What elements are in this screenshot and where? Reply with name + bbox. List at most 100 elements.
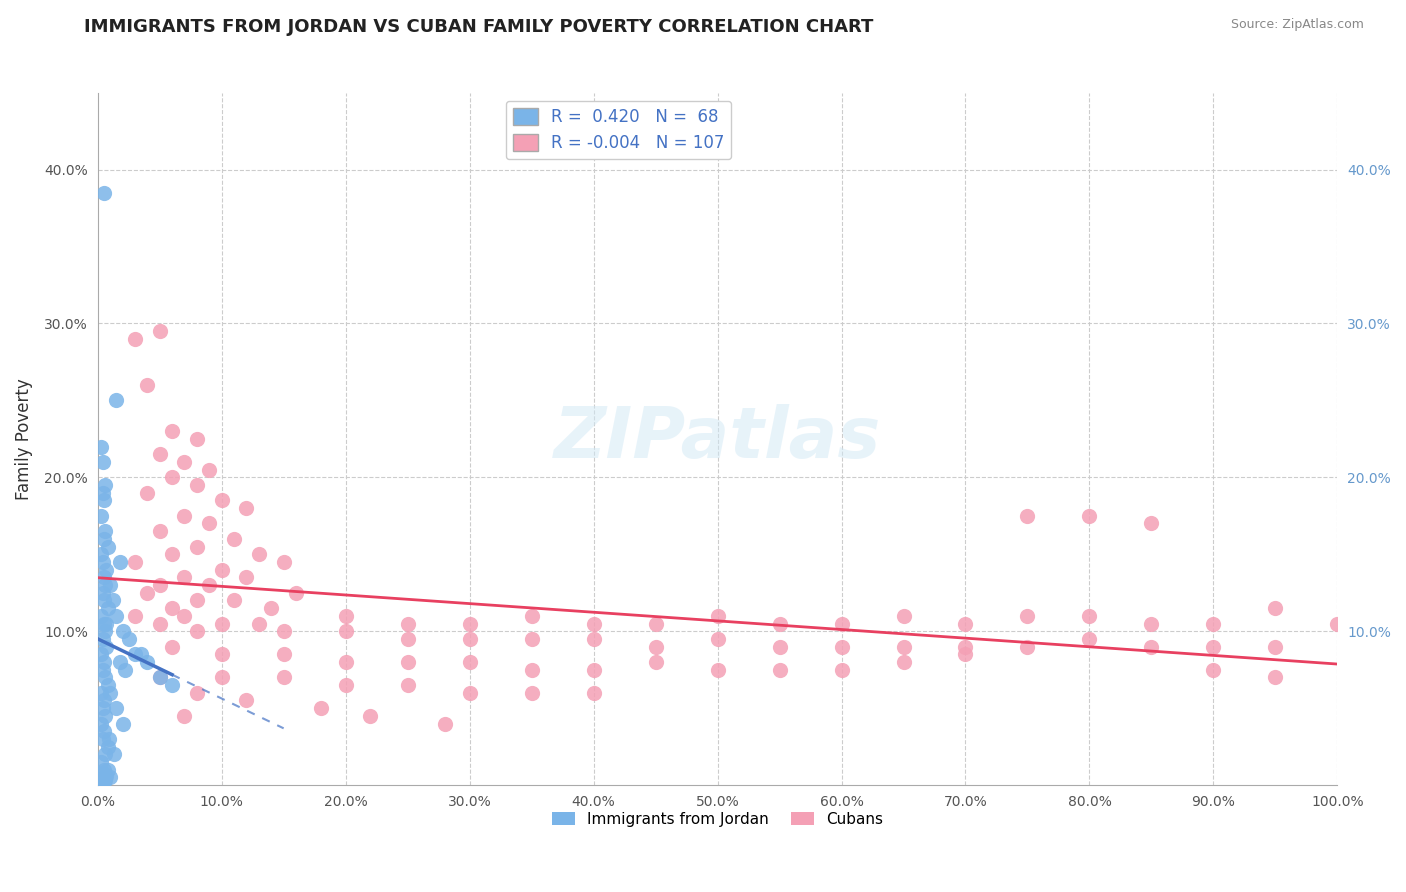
Point (211, 493, 233, 508)
Point (458, 655, 481, 669)
Point (93, 570, 115, 584)
Point (955, 640, 977, 654)
Text: ZIPatlas: ZIPatlas (554, 404, 882, 474)
Point (90, 608, 112, 623)
Point (149, 447, 172, 461)
Point (105, 701, 128, 715)
Point (96, 563, 118, 577)
Point (91, 775, 114, 789)
Point (706, 632, 728, 646)
Point (91, 632, 114, 646)
Point (186, 478, 208, 492)
Point (186, 540, 208, 554)
Point (309, 701, 332, 715)
Point (108, 655, 131, 669)
Point (458, 686, 481, 700)
Point (93, 616, 115, 631)
Point (893, 640, 915, 654)
Point (186, 624, 208, 639)
Point (96, 616, 118, 631)
Point (93, 593, 115, 607)
Point (91, 585, 114, 599)
Point (93, 493, 115, 508)
Point (93, 724, 115, 739)
Point (93, 763, 115, 777)
Point (160, 601, 183, 615)
Point (335, 655, 357, 669)
Point (1326, 616, 1348, 631)
Point (706, 608, 728, 623)
Point (1202, 640, 1225, 654)
Point (235, 693, 257, 707)
Point (94, 747, 117, 762)
Point (91, 455, 114, 469)
Point (149, 324, 172, 338)
Point (103, 747, 125, 762)
Point (222, 532, 245, 546)
Point (1078, 608, 1101, 623)
Point (396, 632, 419, 646)
Point (136, 655, 159, 669)
Point (458, 632, 481, 646)
Point (520, 608, 543, 623)
Point (211, 616, 233, 631)
Point (97, 739, 120, 754)
Point (1264, 601, 1286, 615)
Point (335, 608, 357, 623)
Point (1078, 632, 1101, 646)
Point (90, 755, 112, 769)
Point (273, 624, 295, 639)
Point (955, 616, 977, 631)
Point (101, 593, 124, 607)
Point (359, 709, 381, 723)
Point (285, 585, 308, 599)
Point (93, 532, 115, 546)
Point (111, 624, 134, 639)
Point (94, 670, 117, 684)
Point (1264, 640, 1286, 654)
Point (149, 616, 172, 631)
Point (893, 608, 915, 623)
Point (831, 663, 853, 677)
Point (90, 547, 112, 561)
Point (96, 769, 118, 783)
Point (93, 693, 115, 707)
Point (1017, 640, 1039, 654)
Point (211, 563, 233, 577)
Point (114, 663, 136, 677)
Point (644, 616, 666, 631)
Point (582, 686, 605, 700)
Point (1140, 516, 1163, 531)
Point (173, 455, 195, 469)
Point (94, 709, 117, 723)
Point (136, 585, 159, 599)
Point (335, 678, 357, 692)
Point (768, 640, 790, 654)
Point (1202, 663, 1225, 677)
Point (644, 655, 666, 669)
Point (105, 393, 128, 408)
Point (94, 478, 117, 492)
Point (186, 686, 208, 700)
Point (520, 632, 543, 646)
Point (160, 678, 183, 692)
Point (768, 663, 790, 677)
Point (831, 640, 853, 654)
Point (149, 524, 172, 538)
Point (235, 501, 257, 516)
Point (90, 648, 112, 662)
Point (160, 470, 183, 484)
Point (831, 616, 853, 631)
Point (90, 686, 112, 700)
Point (90, 716, 112, 731)
Point (124, 648, 146, 662)
Point (136, 378, 159, 392)
Point (124, 332, 146, 346)
Point (91, 701, 114, 715)
Point (160, 547, 183, 561)
Point (273, 670, 295, 684)
Point (173, 508, 195, 523)
Point (91, 663, 114, 677)
Point (1017, 508, 1039, 523)
Point (706, 663, 728, 677)
